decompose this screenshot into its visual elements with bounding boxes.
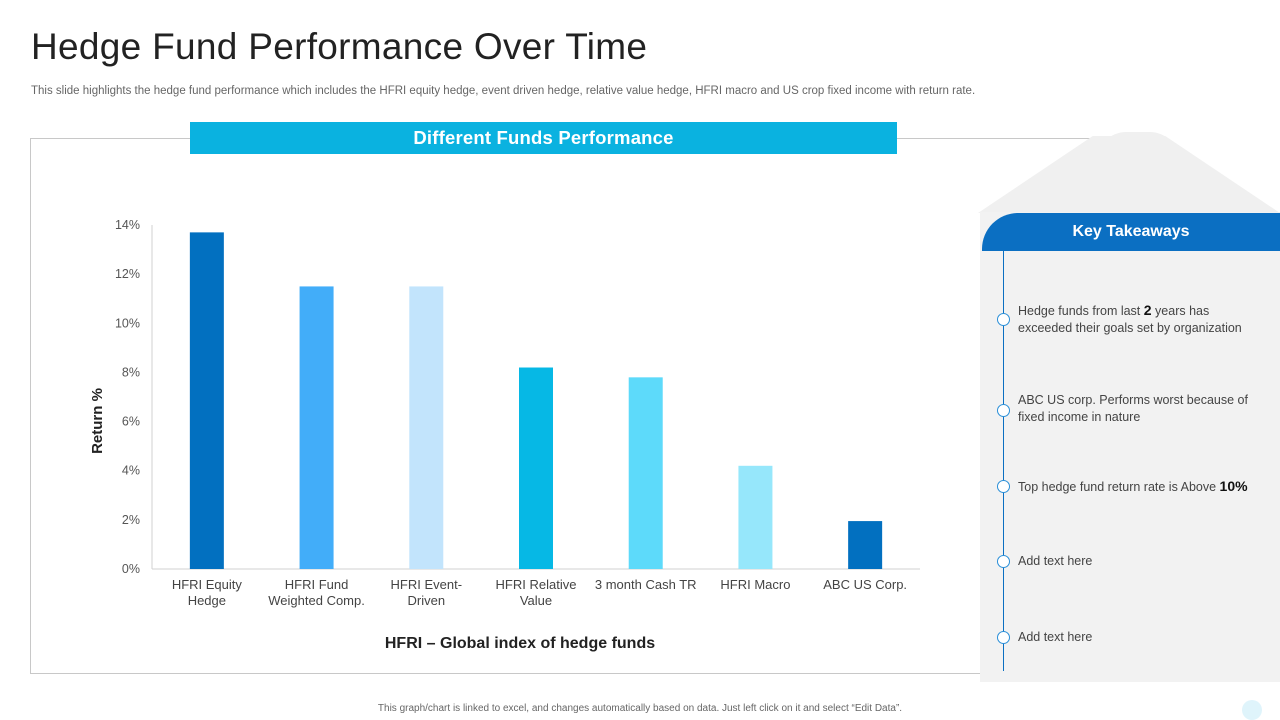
takeaway-bullet-icon [997, 631, 1010, 644]
y-tick-label: 2% [122, 513, 140, 527]
y-tick-label: 14% [115, 218, 140, 232]
x-tick-label: Hedge [188, 593, 226, 608]
page-title: Hedge Fund Performance Over Time [31, 26, 648, 67]
x-tick-label: HFRI Relative [496, 577, 577, 592]
takeaway-placeholder-text[interactable]: Add text here [1018, 630, 1093, 644]
y-tick-label: 6% [122, 415, 140, 429]
y-tick-label: 8% [122, 365, 140, 379]
x-axis-title: HFRI – Global index of hedge funds [385, 635, 655, 652]
bar [189, 232, 224, 569]
bar [738, 465, 773, 569]
takeaway-bullet-icon [997, 555, 1010, 568]
x-tick-label: HFRI Macro [720, 577, 790, 592]
x-tick-label: HFRI Fund [285, 577, 349, 592]
takeaway-bullet-icon [997, 313, 1010, 326]
page-subtitle: This slide highlights the hedge fund per… [31, 85, 976, 97]
bar [848, 521, 883, 569]
y-tick-label: 12% [115, 267, 140, 281]
x-tick-label: Value [520, 593, 552, 608]
takeaways-roof-cap [1098, 132, 1178, 160]
takeaway-text: ABC US corp. Performs worst because of f… [1018, 393, 1248, 424]
takeaway-text: Hedge funds from last 2 years has exceed… [1018, 302, 1242, 335]
x-tick-label: HFRI Event- [391, 577, 463, 592]
y-tick-label: 4% [122, 464, 140, 478]
bar [628, 377, 663, 569]
y-axis-title: Return % [89, 388, 106, 454]
takeaway-bullet-icon [997, 480, 1010, 493]
footer-note: This graph/chart is linked to excel, and… [377, 703, 903, 714]
x-tick-label: HFRI Equity [172, 577, 243, 592]
x-tick-label: 3 month Cash TR [595, 577, 697, 592]
takeaways-header: Key Takeaways [982, 213, 1280, 251]
bar [409, 286, 444, 569]
corner-decoration [1242, 700, 1262, 720]
takeaway-placeholder-text[interactable]: Add text here [1018, 554, 1093, 568]
takeaways-panel [980, 212, 1280, 682]
x-tick-label: Weighted Comp. [268, 593, 365, 608]
chart-header: Different Funds Performance [190, 122, 897, 154]
y-tick-label: 10% [115, 316, 140, 330]
takeaway-text: Top hedge fund return rate is Above 10% [1018, 478, 1248, 494]
x-tick-label: ABC US Corp. [823, 577, 907, 592]
bar [299, 286, 334, 569]
takeaway-bullet-icon [997, 404, 1010, 417]
bar [519, 367, 553, 569]
y-tick-label: 0% [122, 562, 140, 576]
x-tick-label: Driven [407, 593, 445, 608]
takeaways-timeline [1003, 251, 1004, 671]
